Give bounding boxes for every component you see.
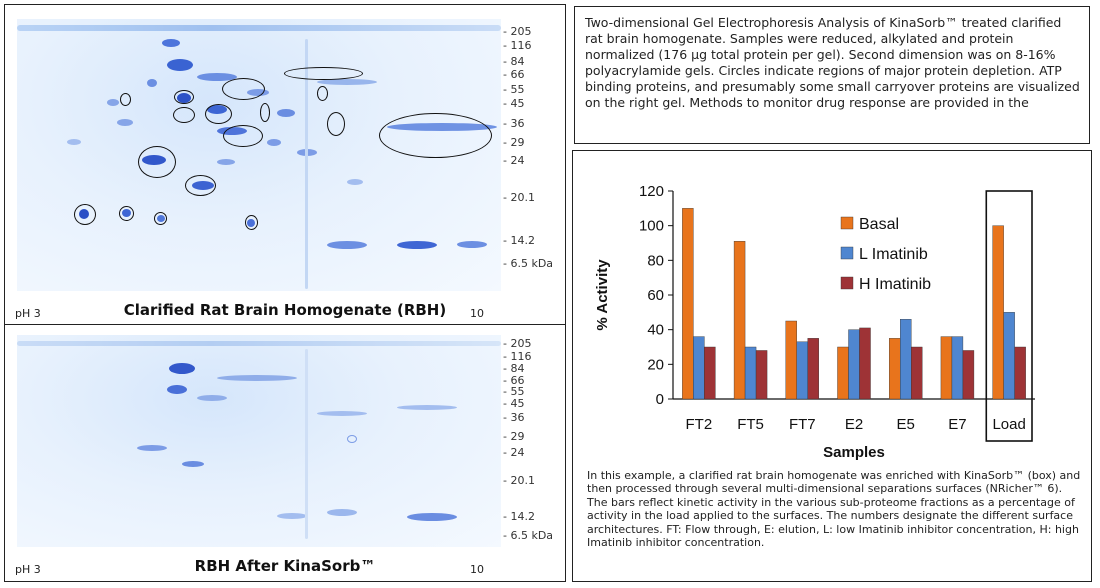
bottom-gel-image <box>17 335 501 547</box>
legend-label: L Imatinib <box>859 246 928 263</box>
mw-marker: - 14.2 <box>503 234 535 247</box>
mw-marker: - 6.5 kDa <box>503 529 554 542</box>
bar-basal <box>889 338 901 400</box>
y-tick-label: 80 <box>647 252 664 269</box>
bar-basal <box>785 320 797 400</box>
bar-l-imatinib <box>1003 312 1015 400</box>
legend-swatch <box>840 216 854 230</box>
description-panel: Two-dimensional Gel Electrophoresis Anal… <box>574 6 1090 144</box>
bar-basal <box>940 336 953 400</box>
y-tick-label: 40 <box>647 322 664 339</box>
mw-marker: - 66 <box>503 374 525 387</box>
x-tick-label: FT7 <box>789 416 816 433</box>
mw-marker: - 24 <box>503 154 525 167</box>
x-tick-label: FT5 <box>737 416 764 433</box>
top-gel-image <box>17 19 501 291</box>
bar-h-imatinib <box>859 327 871 400</box>
x-tick-label: E7 <box>948 416 966 433</box>
y-tick-label: 60 <box>647 287 664 304</box>
x-tick-label: Load <box>992 416 1025 433</box>
x-axis-title: Samples <box>823 444 885 461</box>
mw-marker: - 55 <box>503 385 525 398</box>
bar-h-imatinib <box>755 350 768 400</box>
legend-label: H Imatinib <box>859 276 931 293</box>
legend-swatch <box>840 246 854 260</box>
bar-basal <box>992 225 1004 400</box>
bottom-gel-panel: - 205 - 116 - 84 - 66 - 55 - 45 - 36 - 2… <box>4 324 566 582</box>
mw-marker: - 20.1 <box>503 191 535 204</box>
bar-l-imatinib <box>848 329 860 400</box>
bar-l-imatinib <box>693 336 705 400</box>
bar-basal <box>733 241 746 400</box>
bar-h-imatinib <box>704 346 716 400</box>
bar-h-imatinib <box>962 350 975 400</box>
mw-marker: - 36 <box>503 411 525 424</box>
y-tick-label: 0 <box>656 391 664 408</box>
bar-chart: 0 20 40 60 80 100 120 FT2 FT5 FT7 E2 E5 E7 Load Sample… <box>594 183 1035 461</box>
legend-swatch <box>840 276 854 290</box>
bar-basal <box>837 346 849 400</box>
description-text: Two-dimensional Gel Electrophoresis Anal… <box>585 15 1080 110</box>
legend-label: Basal <box>859 216 899 233</box>
mw-marker: - 45 <box>503 397 525 410</box>
y-tick-label: 20 <box>647 356 664 373</box>
mw-marker: - 205 <box>503 25 532 38</box>
mw-marker: - 116 <box>503 350 532 363</box>
mw-marker: - 205 <box>503 337 532 350</box>
bar-l-imatinib <box>951 336 964 400</box>
chart-panel: 0 20 40 60 80 100 120 FT2 FT5 FT7 E2 E5 E7 Load Sample… <box>572 150 1092 582</box>
bar-l-imatinib <box>796 341 808 400</box>
mw-marker: - 36 <box>503 117 525 130</box>
bar-l-imatinib <box>744 346 757 400</box>
top-gel-title: Clarified Rat Brain Homogenate (RBH) <box>123 301 447 319</box>
bottom-gel-title: RBH After KinaSorb™ <box>194 557 376 575</box>
ph-right-label: 10 <box>470 563 484 576</box>
y-axis-title: % Activity <box>594 259 611 331</box>
mw-marker: - 66 <box>503 68 525 81</box>
bar-h-imatinib <box>911 346 923 400</box>
mw-marker: - 24 <box>503 446 525 459</box>
x-tick-label: E5 <box>897 416 915 433</box>
mw-marker: - 84 <box>503 55 525 68</box>
y-tick-label: 120 <box>639 183 664 200</box>
bar-l-imatinib <box>900 319 912 400</box>
x-tick-label: FT2 <box>686 416 713 433</box>
bar-h-imatinib <box>807 338 819 400</box>
top-gel-panel: - 205 - 116 - 84 - 66 - 55 - 45 - 36 - 2… <box>4 4 566 325</box>
mw-marker: - 6.5 kDa <box>503 257 554 270</box>
ph-left-label: pH 3 <box>15 307 41 320</box>
mw-marker: - 55 <box>503 83 525 96</box>
mw-marker: - 84 <box>503 362 525 375</box>
ph-left-label: pH 3 <box>15 563 41 576</box>
mw-marker: - 45 <box>503 97 525 110</box>
x-tick-label: E2 <box>845 416 863 433</box>
mw-marker: - 14.2 <box>503 510 535 523</box>
y-tick-label: 100 <box>639 218 664 235</box>
bar-basal <box>682 208 694 400</box>
mw-marker: - 116 <box>503 39 532 52</box>
mw-marker: - 29 <box>503 430 525 443</box>
mw-marker: - 29 <box>503 136 525 149</box>
bar-h-imatinib <box>1014 346 1026 400</box>
load-highlight-box <box>985 190 1033 442</box>
chart-caption: In this example, a clarified rat brain h… <box>587 469 1081 550</box>
ph-right-label: 10 <box>470 307 484 320</box>
mw-marker: - 20.1 <box>503 474 535 487</box>
